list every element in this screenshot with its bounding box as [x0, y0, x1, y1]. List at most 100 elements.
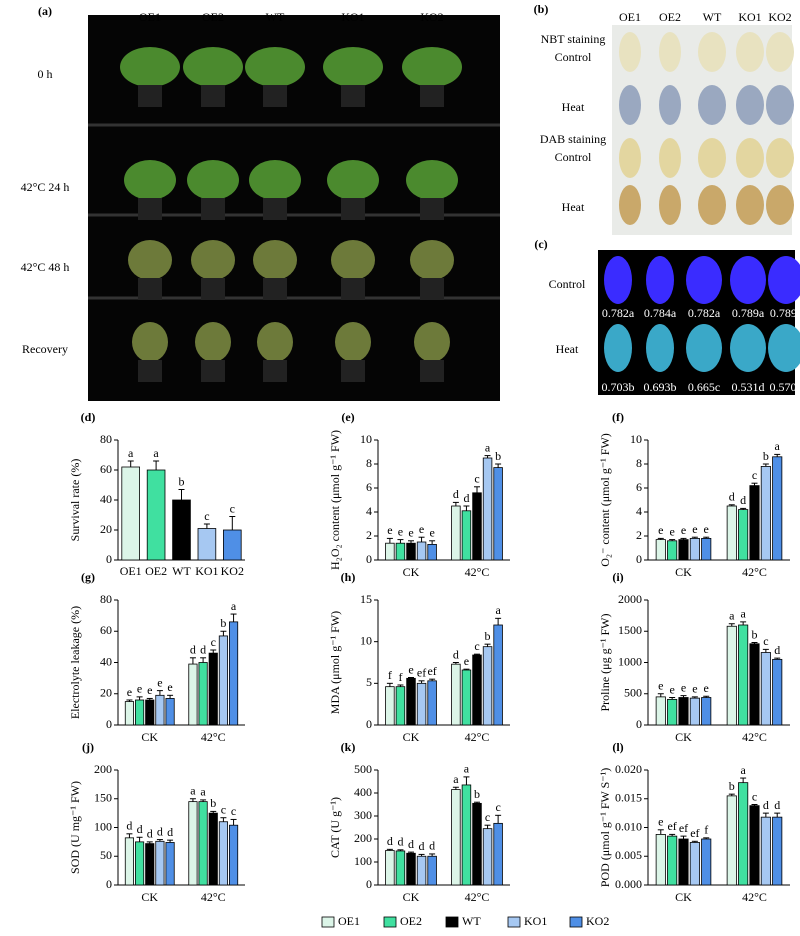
error-bar	[429, 540, 436, 545]
x-tick-label: CK	[141, 730, 158, 744]
error-bar	[657, 693, 664, 697]
y-axis-label: POD (μmol g⁻¹ FW S⁻¹)	[598, 768, 612, 887]
leaf	[659, 85, 681, 125]
bar	[198, 801, 208, 886]
significance-letter: e	[419, 522, 424, 536]
significance-letter: f	[704, 823, 708, 837]
error-bar	[408, 677, 414, 679]
bar	[678, 697, 689, 726]
leaf	[698, 32, 726, 72]
error-bar	[397, 849, 404, 851]
leaf	[686, 256, 722, 304]
error-bar	[418, 853, 425, 857]
error-bar	[495, 617, 502, 625]
y-tick-label: 6	[366, 480, 372, 494]
significance-letter: e	[157, 675, 162, 689]
error-bar	[200, 657, 207, 663]
error-bar	[452, 501, 459, 506]
row-label: Control	[549, 277, 586, 291]
row-label: 42°C 24 h	[21, 180, 70, 194]
column-label: KO2	[420, 10, 443, 24]
pot	[420, 198, 444, 220]
x-tick-label: KO2	[221, 564, 244, 578]
row-label: 0 h	[38, 67, 53, 81]
fv-fm-value: 0.782a	[602, 306, 635, 320]
leaf	[686, 324, 722, 372]
significance-letter: a	[740, 763, 746, 777]
significance-letter: e	[127, 685, 132, 699]
significance-letter: d	[137, 822, 143, 836]
fv-fm-value: 0.693b	[644, 380, 677, 394]
error-bar	[408, 540, 414, 544]
plant	[245, 47, 305, 87]
error-bar	[386, 848, 393, 851]
significance-letter: e	[658, 679, 663, 693]
bar	[472, 802, 482, 886]
x-tick-label: KO1	[195, 564, 218, 578]
y-tick-label: 400	[354, 785, 372, 799]
pot	[420, 360, 444, 382]
error-bar	[484, 824, 491, 829]
y-tick-label: 8	[366, 456, 372, 470]
bar	[749, 805, 760, 886]
plant	[327, 160, 379, 200]
bar	[146, 469, 166, 561]
significance-letter: d	[157, 824, 163, 838]
significance-letter: ef	[427, 664, 436, 678]
significance-letter: e	[692, 682, 697, 696]
bar	[145, 699, 155, 726]
significance-letter: b	[210, 796, 216, 810]
leaf	[766, 85, 794, 125]
error-bar	[703, 695, 710, 698]
error-bar	[452, 662, 459, 665]
plant	[124, 160, 176, 200]
plant	[183, 47, 243, 87]
error-bar	[669, 833, 676, 837]
error-bar	[167, 694, 174, 699]
significance-letter: d	[774, 643, 780, 657]
significance-letter: c	[763, 634, 768, 648]
leaf	[736, 185, 764, 225]
significance-letter: c	[221, 802, 226, 816]
panel-label: (l)	[612, 740, 623, 754]
significance-letter: e	[137, 682, 142, 696]
error-bar	[210, 649, 217, 654]
y-tick-label: 20	[100, 686, 112, 700]
error-bar	[751, 804, 758, 806]
pot	[138, 360, 162, 382]
y-tick-label: 0	[366, 552, 372, 566]
error-bar	[386, 537, 393, 544]
error-bar	[397, 539, 404, 544]
bar	[406, 677, 416, 726]
significance-letter: e	[658, 815, 663, 829]
column-label: OE2	[202, 10, 224, 24]
y-tick-label: 200	[354, 831, 372, 845]
significance-letter: b	[179, 474, 185, 488]
x-tick-label: CK	[403, 565, 420, 579]
x-tick-label: CK	[675, 730, 692, 744]
bar	[416, 682, 427, 726]
row-label: Heat	[556, 342, 579, 356]
bar	[406, 852, 416, 886]
significance-letter: a	[775, 439, 781, 453]
error-bar	[740, 777, 747, 783]
bar	[427, 855, 437, 886]
error-bar	[136, 836, 143, 842]
significance-letter: d	[463, 491, 469, 505]
pot	[263, 198, 287, 220]
significance-letter: d	[397, 835, 403, 849]
error-bar	[680, 537, 687, 540]
plant	[257, 322, 293, 362]
bar	[416, 541, 427, 561]
x-tick-label: 42°C	[201, 890, 226, 904]
error-bar	[774, 657, 781, 660]
leaf	[619, 138, 641, 178]
pot	[341, 360, 365, 382]
y-tick-label: 4	[636, 504, 642, 518]
significance-letter: a	[485, 440, 491, 454]
leaf	[619, 32, 641, 72]
row-label: 42°C 48 h	[21, 260, 70, 274]
panel-label: (g)	[81, 570, 95, 584]
pot	[341, 85, 365, 107]
y-axis-label: Proline (μg g⁻¹ FW)	[598, 613, 612, 711]
